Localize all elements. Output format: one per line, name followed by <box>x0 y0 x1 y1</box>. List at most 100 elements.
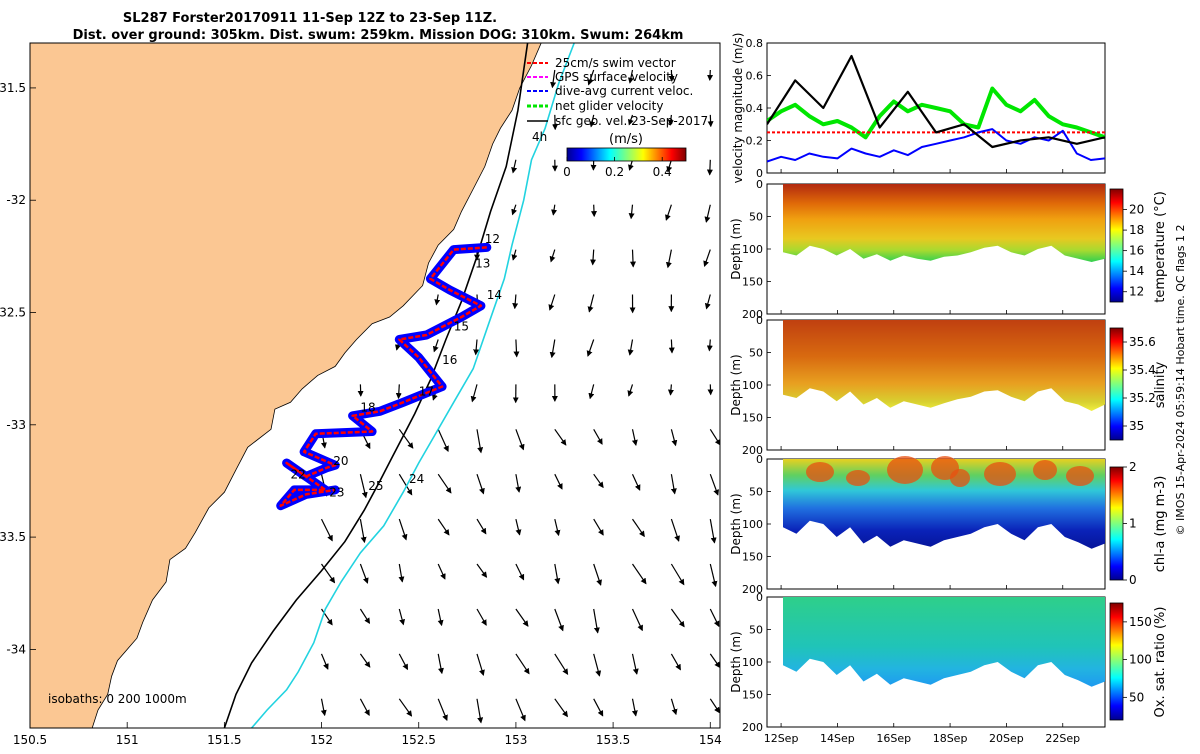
time-tick-label: 14Sep <box>820 732 855 745</box>
time-tick-label: 18Sep <box>933 732 968 745</box>
day-label: 14 <box>487 288 502 302</box>
depth-tick-label: 0 <box>756 178 763 191</box>
time-tick-label: 22Sep <box>1045 732 1080 745</box>
chla-y-label: Depth (m) <box>729 493 743 554</box>
day-label: 17 <box>419 385 434 399</box>
colorbar-tick-label: 18 <box>1129 223 1144 237</box>
legend-label-gps: GPS surface velocity <box>555 70 678 84</box>
oxygen-colorbar-label: Ox. sat. ratio (%) <box>1153 607 1168 718</box>
chla-colorbar-ticks: 2 1 0 <box>1123 460 1137 587</box>
depth-tick-label: 150 <box>742 551 763 564</box>
temperature-y-label: Depth (m) <box>729 218 743 279</box>
depth-tick-label: 100 <box>742 518 763 531</box>
oxygen-colorbar <box>1110 603 1123 720</box>
map-colorbar-tick-label: 0 <box>563 165 571 179</box>
map-y-tick-label: -32 <box>6 193 26 207</box>
depth-tick-label: 100 <box>742 243 763 256</box>
colorbar-tick-label: 100 <box>1129 653 1152 667</box>
legend-label-net: net glider velocity <box>555 99 663 113</box>
velocity-panel: 00.20.40.60.8 velocity magnitude (m/s) <box>731 33 1105 184</box>
chla-high-patch <box>887 456 923 484</box>
map-colorbar-label: (m/s) <box>609 132 643 147</box>
chla-colorbar-label: chl-a (mg m-3) <box>1153 476 1168 573</box>
day-label: 16 <box>442 353 457 367</box>
current-vector-arrow <box>671 340 672 353</box>
chla-high-patch <box>846 470 870 486</box>
depth-tick-label: 50 <box>749 211 763 224</box>
day-label: 22 <box>291 468 306 482</box>
map-x-tick-label: 152.5 <box>402 733 436 747</box>
velocity-y-label: velocity magnitude (m/s) <box>731 33 745 184</box>
depth-tick-label: 0 <box>756 314 763 327</box>
legend-label-dive-avg: dive-avg current veloc. <box>555 84 693 98</box>
chla-high-patch <box>984 462 1016 486</box>
map-y-tick-label: -34 <box>6 642 26 656</box>
day-label: 24 <box>409 472 424 486</box>
depth-tick-label: 150 <box>742 412 763 425</box>
depth-tick-label: 100 <box>742 656 763 669</box>
time-tick-label: 20Sep <box>989 732 1024 745</box>
colorbar-tick-label: 35.2 <box>1129 391 1156 405</box>
current-vector-arrow <box>399 384 400 398</box>
credit-text: © IMOS 15-Apr-2024 05:59:14 Hobart time.… <box>1174 225 1187 536</box>
depth-tick-label: 150 <box>742 276 763 289</box>
map-y-tick-label: 32.5 <box>0 306 26 320</box>
colorbar-tick-label: 0 <box>1129 573 1137 587</box>
chla-colorbar <box>1110 467 1123 580</box>
title-line-2: Dist. over ground: 305km. Dist. swum: 25… <box>73 28 684 43</box>
map-x-tick-label: 151 <box>116 733 139 747</box>
salinity-colorbar-label: salinity <box>1153 361 1168 408</box>
map-x-tick-label: 154 <box>699 733 722 747</box>
chla-high-patch <box>806 462 834 482</box>
map-colorbar-tick-label: 0.2 <box>605 165 624 179</box>
colorbar-tick-label: 16 <box>1129 244 1144 258</box>
day-label: 25 <box>368 479 383 493</box>
current-vector-arrow <box>516 340 517 357</box>
colorbar-tick-label: 1 <box>1129 517 1137 531</box>
day-label: 12 <box>485 232 500 246</box>
salinity-y-label: Depth (m) <box>729 354 743 415</box>
map-y-tick-label: -33 <box>6 418 26 432</box>
velocity-y-tick-label: 0.2 <box>746 135 764 148</box>
annotation-4h: 4h <box>532 130 547 144</box>
map-x-tick-label: 153.5 <box>596 733 630 747</box>
colorbar-tick-label: 2 <box>1129 460 1137 474</box>
day-label: 15 <box>454 320 469 334</box>
oxygen-y-label: Depth (m) <box>729 631 743 692</box>
depth-tick-label: 0 <box>756 453 763 466</box>
time-tick-label: 12Sep <box>764 732 799 745</box>
day-label: 18 <box>360 400 375 414</box>
legend-label-geo: sfc geo. vel. 23-Sep-2017 <box>555 114 708 128</box>
colorbar-tick-label: 35.4 <box>1129 363 1156 377</box>
depth-tick-label: 50 <box>749 624 763 637</box>
map-colorbar-ramp <box>567 148 686 161</box>
map-x-tick-label: 152 <box>310 733 333 747</box>
current-vector-arrow <box>594 205 595 216</box>
time-tick-label: 16Sep <box>876 732 911 745</box>
colorbar-tick-label: 35 <box>1129 419 1144 433</box>
depth-tick-label: 150 <box>742 689 763 702</box>
current-vector-arrow <box>710 160 711 175</box>
map-x-tick-label: 150.5 <box>13 733 47 747</box>
legend-label-swim: 25cm/s swim vector <box>555 56 676 70</box>
current-vector-arrow <box>710 115 711 126</box>
salinity-colorbar <box>1110 328 1123 440</box>
depth-tick-label: 50 <box>749 486 763 499</box>
map-y-tick-label: 33.5 <box>0 530 26 544</box>
velocity-y-tick-label: 0.6 <box>746 70 764 83</box>
day-label: 23 <box>329 486 344 500</box>
velocity-y-tick-label: 0.4 <box>746 102 764 115</box>
temperature-colorbar-label: temperature (°C) <box>1153 191 1168 303</box>
day-label: 20 <box>333 454 348 468</box>
depth-tick-label: 50 <box>749 347 763 360</box>
temperature-colorbar <box>1110 189 1123 302</box>
colorbar-tick-label: 50 <box>1129 690 1144 704</box>
current-vector-arrow <box>633 250 634 267</box>
